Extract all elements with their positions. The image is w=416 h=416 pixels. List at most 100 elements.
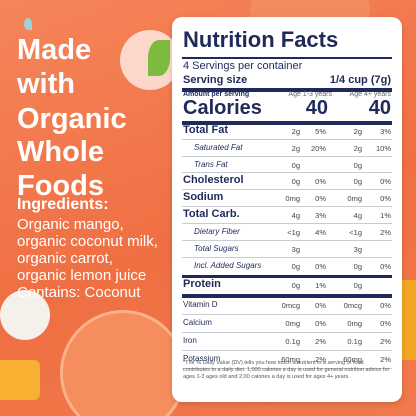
- nutrient-cell: <1g: [349, 228, 362, 237]
- nutrient-cell: 0%: [380, 177, 391, 186]
- row-divider: [182, 332, 392, 333]
- nutrient-cell: 2g: [353, 127, 362, 136]
- row-divider: [182, 257, 392, 258]
- servings: 4 Servings per container: [183, 60, 303, 72]
- ingredients-title: Ingredients:: [17, 196, 109, 213]
- leaf-decoration: [148, 40, 170, 76]
- nutrient-cell: 0g: [291, 177, 300, 186]
- nutrient-name: Total Carb.: [183, 208, 240, 220]
- nutrient-name: Total Sugars: [194, 244, 239, 253]
- nutrient-cell: 0%: [380, 301, 391, 310]
- nutrient-cell: 2%: [380, 228, 391, 237]
- nutrient-name: Calcium: [183, 318, 212, 327]
- nutrient-cell: 2g: [291, 127, 300, 136]
- calories-value: 40: [368, 97, 391, 119]
- nutrient-cell: 10%: [375, 144, 391, 153]
- row-divider: [182, 350, 392, 351]
- nutrient-cell: 1%: [380, 211, 391, 220]
- nutrient-cell: 0%: [315, 262, 326, 271]
- calories-label: Calories: [183, 97, 262, 119]
- nutrient-cell: 5%: [315, 127, 326, 136]
- nutrient-cell: 0%: [315, 177, 326, 186]
- nutrient-cell: 3%: [315, 211, 326, 220]
- age-group: Age 1-3 years: [288, 91, 332, 98]
- nutrient-name: Vitamin D: [183, 300, 218, 309]
- divider: [182, 275, 392, 278]
- nutrient-cell: 3g: [291, 245, 300, 254]
- nutrient-cell: 0mcg: [343, 301, 362, 310]
- divider: [182, 294, 392, 298]
- serving-size: 1/4 cup (7g): [329, 74, 391, 86]
- nutrient-name: Iron: [183, 336, 197, 345]
- nutrient-cell: 0%: [315, 194, 326, 203]
- row-divider: [182, 223, 392, 224]
- nutrient-cell: 3g: [353, 245, 362, 254]
- nutrient-cell: 0g: [353, 161, 362, 170]
- row-divider: [182, 139, 392, 140]
- divider: [182, 121, 392, 125]
- nutrient-cell: 3%: [380, 127, 391, 136]
- row-divider: [182, 189, 392, 190]
- row-divider: [182, 368, 392, 369]
- nutrient-cell: 0mcg: [281, 301, 300, 310]
- ingredients-line: organic lemon juice: [17, 267, 147, 284]
- nutrient-name: Protein: [183, 278, 221, 290]
- divider: [182, 57, 392, 59]
- ingredients-line: Contains: Coconut: [17, 284, 141, 301]
- row-divider: [182, 156, 392, 157]
- mango-decoration: [0, 360, 40, 400]
- headline-line: Foods: [17, 170, 104, 202]
- headline-line: Made: [17, 34, 92, 66]
- nutrient-cell: 0g: [291, 281, 300, 290]
- nutrient-cell: 0mg: [285, 194, 300, 203]
- nutrient-cell: 60mg: [343, 355, 362, 364]
- row-divider: [182, 240, 392, 241]
- row-divider: [182, 314, 392, 315]
- nutrient-cell: 0g: [353, 281, 362, 290]
- row-divider: [182, 206, 392, 207]
- nutrient-cell: 60mg: [281, 355, 300, 364]
- coconut-decoration: [0, 290, 50, 340]
- nutrient-name: Total Fat: [183, 124, 229, 136]
- footnote: *The % Daily Value (DV) tells you how mu…: [183, 360, 390, 380]
- nutrient-cell: 2%: [380, 355, 391, 364]
- nutrient-cell: 2g: [353, 144, 362, 153]
- nutrient-name: Sodium: [183, 191, 224, 203]
- headline-line: with: [17, 68, 75, 100]
- panel-title: Nutrition Facts: [183, 27, 339, 52]
- nutrient-name: Saturated Fat: [194, 143, 243, 152]
- divider: [182, 88, 392, 92]
- ingredients-line: organic coconut milk,: [17, 233, 158, 250]
- headline-line: Whole: [17, 136, 104, 168]
- nutrient-cell: 4g: [353, 211, 362, 220]
- nutrient-cell: 0%: [380, 194, 391, 203]
- nutrient-name: Trans Fat: [194, 160, 228, 169]
- nutrient-cell: 2%: [315, 337, 326, 346]
- nutrient-cell: 2%: [380, 337, 391, 346]
- nutrient-cell: <1g: [287, 228, 300, 237]
- nutrient-cell: 0mg: [285, 319, 300, 328]
- nutrient-cell: 0.1g: [285, 337, 300, 346]
- nutrient-cell: 0.1g: [347, 337, 362, 346]
- ingredients-line: Organic mango,: [17, 216, 124, 233]
- nutrient-name: Potassium: [183, 354, 221, 363]
- nutrient-name: Incl. Added Sugars: [194, 261, 262, 270]
- nutrient-name: Dietary Fiber: [194, 227, 240, 236]
- nutrient-cell: 0g: [291, 262, 300, 271]
- nutrient-cell: 4g: [291, 211, 300, 220]
- ingredients-line: organic carrot,: [17, 250, 113, 267]
- nutrient-cell: 0%: [315, 319, 326, 328]
- logo-mark: [24, 18, 32, 30]
- nutrient-cell: 0%: [315, 301, 326, 310]
- nutrition-panel: Nutrition Facts 4 Servings per container S…: [172, 17, 402, 402]
- serving-size-label: Serving size: [183, 74, 248, 86]
- nutrient-cell: 0g: [353, 177, 362, 186]
- nutrient-cell: 2g: [291, 144, 300, 153]
- nutrient-cell: 0mg: [347, 194, 362, 203]
- nutrient-cell: 0g: [353, 262, 362, 271]
- nutrient-cell: 4%: [315, 228, 326, 237]
- nutrient-cell: 20%: [310, 144, 326, 153]
- age-group: Age 4+ years: [349, 91, 391, 98]
- row-divider: [182, 172, 392, 173]
